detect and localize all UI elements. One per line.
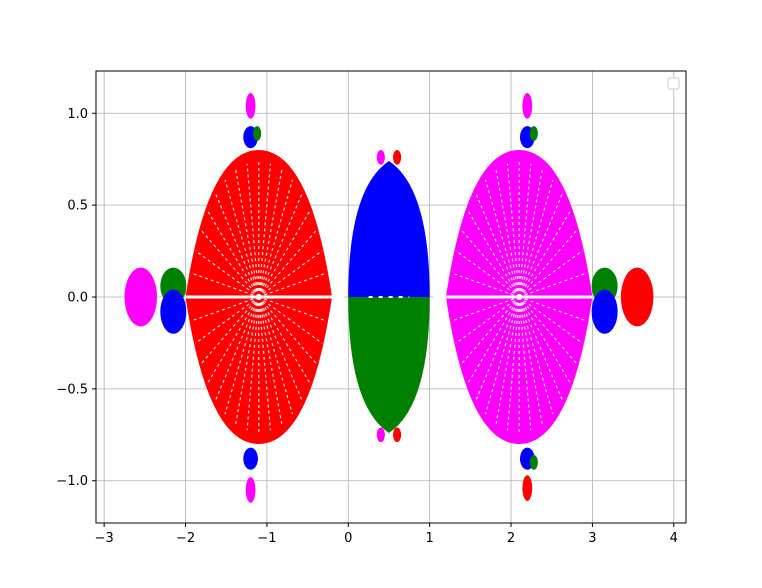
x-tick-label: 4	[670, 531, 678, 546]
region-blue	[348, 161, 430, 297]
region-blue	[160, 289, 187, 334]
region-texture-line	[258, 296, 318, 366]
region-texture-line	[484, 296, 520, 415]
region-texture-line	[506, 163, 520, 298]
region-red	[522, 475, 533, 501]
region-texture-line	[199, 228, 260, 298]
region-magenta	[376, 427, 385, 443]
region-texture-line	[518, 250, 583, 298]
region-texture-line	[518, 296, 572, 385]
region-green	[253, 126, 262, 141]
region-texture-line	[258, 296, 311, 385]
region-texture-line	[518, 209, 572, 298]
region-texture-line	[246, 296, 260, 431]
x-tick-label: −1	[257, 531, 276, 546]
region-texture-line	[518, 296, 532, 431]
region-texture-line	[258, 296, 303, 401]
x-tick-label: −3	[95, 531, 114, 546]
region-texture-line	[484, 179, 520, 298]
region-texture-line	[258, 250, 323, 298]
x-tick-label: 1	[426, 531, 434, 546]
y-tick-label: −1.0	[56, 474, 88, 489]
region-texture-line	[518, 296, 583, 344]
region-texture-line	[518, 179, 554, 298]
region-texture-line	[258, 209, 311, 298]
region-texture-line	[518, 296, 554, 415]
region-green	[529, 455, 538, 470]
y-tick-label: −0.5	[56, 382, 88, 397]
region-texture-line	[460, 296, 520, 366]
x-tick-label: 2	[507, 531, 515, 546]
region-texture-line	[224, 179, 260, 298]
region-texture-line	[475, 193, 520, 298]
region-texture-line	[224, 296, 260, 415]
region-blue	[243, 447, 258, 470]
region-texture-line	[258, 163, 272, 298]
region-texture-line	[518, 163, 532, 298]
region-magenta	[522, 93, 533, 119]
region-magenta	[376, 150, 385, 165]
region-texture-line	[258, 179, 294, 298]
region-magenta	[124, 267, 158, 327]
region-texture-line	[518, 228, 578, 298]
region-texture-line	[258, 228, 318, 298]
region-magenta	[245, 477, 256, 503]
region-blue	[591, 289, 618, 334]
region-texture-line	[460, 228, 520, 298]
legend-box	[667, 77, 680, 90]
region-texture-line	[258, 296, 294, 415]
region-texture-line	[455, 296, 520, 344]
region-red	[620, 267, 654, 327]
region-texture-line	[214, 296, 260, 401]
region-texture-line	[246, 163, 260, 298]
region-texture-line	[518, 193, 564, 298]
region-texture-line	[195, 296, 260, 344]
region-texture-line	[258, 296, 272, 431]
x-tick-label: −2	[176, 531, 195, 546]
region-texture-line	[467, 209, 520, 298]
region-texture-line	[475, 296, 520, 401]
region-texture-line	[518, 296, 578, 366]
y-tick-label: 0.0	[67, 291, 88, 306]
region-texture-line	[258, 296, 323, 344]
region-texture-line	[214, 193, 260, 298]
x-tick-label: 3	[588, 531, 596, 546]
region-magenta	[245, 93, 256, 119]
region-red	[393, 150, 402, 165]
x-tick-label: 0	[344, 531, 352, 546]
region-green	[529, 126, 538, 141]
data-regions	[124, 93, 654, 503]
region-texture-line	[506, 296, 520, 431]
region-texture-line	[518, 296, 564, 401]
y-tick-label: 0.5	[67, 199, 88, 214]
region-texture-line	[195, 250, 260, 298]
region-texture-line	[206, 296, 260, 385]
region-texture-line	[467, 296, 520, 385]
region-texture-line	[258, 193, 303, 298]
region-red	[393, 427, 402, 443]
region-green	[348, 297, 430, 433]
region-texture-line	[206, 209, 260, 298]
region-texture-line	[455, 250, 520, 298]
y-tick-label: 1.0	[67, 107, 88, 122]
region-texture-line	[199, 296, 260, 366]
axis-ticks: −3 −2 −1 0 1 2 3 4 −1.0 −0.5 0.0 0.5 1.0	[56, 107, 678, 546]
